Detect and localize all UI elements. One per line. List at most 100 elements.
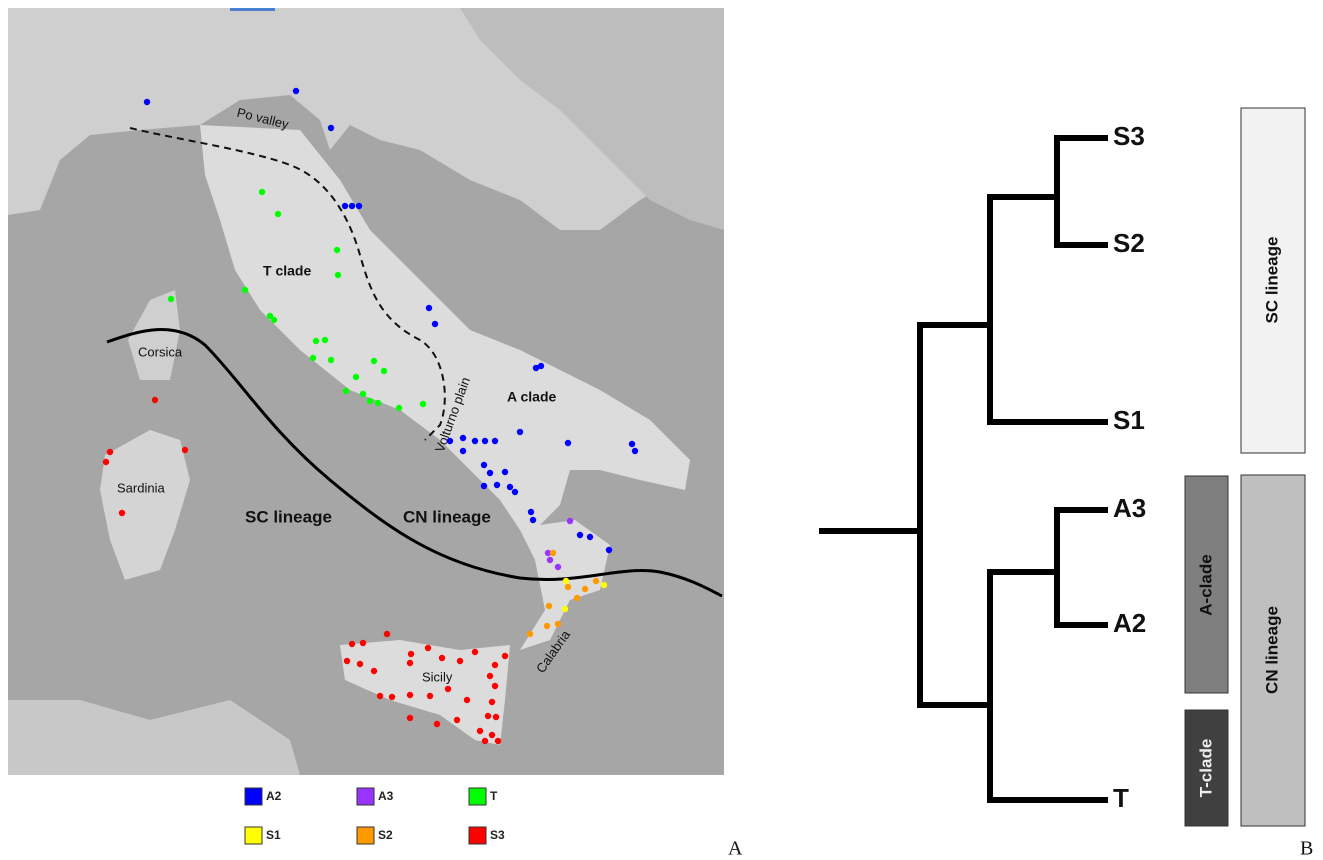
legend-swatch	[357, 788, 374, 805]
sample-site	[152, 397, 158, 403]
sample-site	[432, 321, 438, 327]
sample-site	[563, 578, 569, 584]
legend-label: A2	[266, 789, 282, 803]
leaf-label: S3	[1113, 121, 1145, 151]
sample-site	[367, 398, 373, 404]
sample-site	[601, 582, 607, 588]
sample-site	[493, 714, 499, 720]
sample-site	[328, 357, 334, 363]
sample-site	[555, 621, 561, 627]
sample-site	[349, 641, 355, 647]
sample-site	[632, 448, 638, 454]
sample-site	[472, 649, 478, 655]
sample-site	[487, 673, 493, 679]
sample-site	[447, 438, 453, 444]
sample-site	[408, 651, 414, 657]
sample-site	[502, 653, 508, 659]
sample-site	[546, 603, 552, 609]
sample-site	[472, 438, 478, 444]
phylogenetic-tree	[822, 138, 1105, 800]
tree-branches	[822, 138, 1105, 800]
legend: A2A3TS1S2S3	[245, 788, 505, 844]
sample-site	[357, 661, 363, 667]
leaf-label: A2	[1113, 608, 1146, 638]
legend-swatch	[469, 827, 486, 844]
legend-swatch	[245, 788, 262, 805]
sample-site	[577, 532, 583, 538]
sample-site	[445, 686, 451, 692]
map-edge-mark	[230, 8, 275, 11]
sample-site	[494, 482, 500, 488]
map-label: Sicily	[422, 669, 453, 684]
sample-site	[328, 125, 334, 131]
legend-label: S2	[378, 828, 393, 842]
sample-site	[567, 518, 573, 524]
sample-site	[454, 717, 460, 723]
sample-site	[144, 99, 150, 105]
sample-site	[507, 484, 513, 490]
sample-site	[477, 728, 483, 734]
legend-label: S1	[266, 828, 281, 842]
leaf-label: T	[1113, 783, 1129, 813]
sample-site	[168, 296, 174, 302]
sample-site	[487, 470, 493, 476]
sample-site	[512, 489, 518, 495]
panel-label: A	[728, 838, 743, 860]
sample-site	[530, 517, 536, 523]
sample-site	[396, 405, 402, 411]
leaf-label: S2	[1113, 228, 1145, 258]
sample-site	[344, 658, 350, 664]
sample-site	[439, 655, 445, 661]
sample-site	[271, 317, 277, 323]
sample-site	[457, 658, 463, 664]
sample-site	[495, 738, 501, 744]
map-label: T clade	[263, 263, 311, 279]
sample-site	[464, 697, 470, 703]
sample-site	[384, 631, 390, 637]
sample-site	[489, 732, 495, 738]
legend-label: S3	[490, 828, 505, 842]
sample-site	[343, 388, 349, 394]
sample-site	[547, 557, 553, 563]
sample-site	[527, 631, 533, 637]
sample-site	[629, 441, 635, 447]
sample-site	[407, 715, 413, 721]
sample-site	[426, 305, 432, 311]
sample-site	[259, 189, 265, 195]
sample-site	[434, 721, 440, 727]
panel-label: B	[1300, 838, 1313, 860]
sample-site	[182, 447, 188, 453]
sample-site	[349, 203, 355, 209]
sample-site	[502, 469, 508, 475]
sample-site	[360, 391, 366, 397]
sample-site	[371, 358, 377, 364]
map-label: Corsica	[138, 344, 183, 359]
sample-site	[550, 550, 556, 556]
sample-site	[574, 595, 580, 601]
sample-site	[107, 449, 113, 455]
sample-site	[353, 374, 359, 380]
leaf-label: A3	[1113, 493, 1146, 523]
figure: Po valley T clade Corsica A clade Voltur…	[0, 0, 1323, 860]
sample-site	[460, 435, 466, 441]
sample-site	[375, 400, 381, 406]
map-label: CN lineage	[403, 507, 491, 526]
sample-site	[334, 247, 340, 253]
sample-site	[310, 355, 316, 361]
sample-site	[482, 738, 488, 744]
sample-site	[377, 693, 383, 699]
sample-site	[528, 509, 534, 515]
sample-site	[593, 578, 599, 584]
figure-canvas: Po valley T clade Corsica A clade Voltur…	[0, 0, 1323, 860]
sample-site	[489, 699, 495, 705]
sample-site	[322, 337, 328, 343]
legend-label: T	[490, 789, 498, 803]
sample-site	[485, 713, 491, 719]
sample-site	[242, 287, 248, 293]
sample-site	[565, 584, 571, 590]
sample-site	[293, 88, 299, 94]
sample-site	[425, 645, 431, 651]
sample-site	[389, 694, 395, 700]
sample-site	[342, 203, 348, 209]
sample-site	[356, 203, 362, 209]
